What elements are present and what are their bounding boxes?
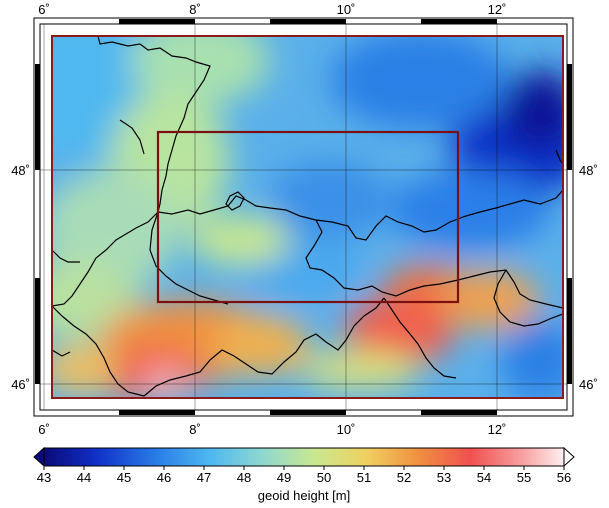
colorbar-tick-label: 49 bbox=[277, 470, 291, 485]
lon-label-8-bottom: 8˚ bbox=[189, 422, 201, 437]
lat-tick-labels-right: 48˚ 46˚ bbox=[579, 163, 598, 392]
lon-label-10-bottom: 10˚ bbox=[337, 422, 356, 437]
colorbar-tick-label: 50 bbox=[317, 470, 331, 485]
colorbar-tick-label: 56 bbox=[557, 470, 571, 485]
frame-checker-right bbox=[567, 64, 572, 384]
frame-checker-bottom bbox=[119, 410, 497, 415]
lon-label-6-top: 6˚ bbox=[38, 2, 50, 17]
lon-label-12-top: 12˚ bbox=[488, 2, 507, 17]
colorbar-gradient bbox=[43, 447, 565, 467]
lat-tick-labels-left: 48˚ 46˚ bbox=[11, 163, 30, 392]
colorbar-title: geoid height [m] bbox=[258, 488, 351, 503]
frame-checker-top bbox=[119, 19, 497, 24]
colorbar-tick-label: 51 bbox=[357, 470, 371, 485]
lat-label-48-right: 48˚ bbox=[579, 163, 598, 178]
colorbar-tick-label: 47 bbox=[197, 470, 211, 485]
graticule bbox=[40, 24, 567, 410]
lon-tick-labels-top: 6˚ 8˚ 10˚ 12˚ bbox=[38, 2, 506, 17]
frame-checker-left bbox=[35, 64, 40, 384]
inner-region-box bbox=[156, 130, 460, 304]
colorbar-tick-label: 48 bbox=[237, 470, 251, 485]
colorbar-tick-label: 54 bbox=[477, 470, 491, 485]
country-boundaries bbox=[52, 36, 563, 397]
outer-region-box bbox=[51, 35, 564, 399]
colorbar-tick-label: 52 bbox=[397, 470, 411, 485]
colorbar-high-arrow bbox=[563, 446, 575, 468]
colorbar-tick-label: 44 bbox=[77, 470, 91, 485]
colorbar-tick-label: 45 bbox=[117, 470, 131, 485]
lon-label-8-top: 8˚ bbox=[189, 2, 201, 17]
colorbar-tick-label: 53 bbox=[437, 470, 451, 485]
lat-label-46-left: 46˚ bbox=[11, 377, 30, 392]
geoid-heatmap bbox=[52, 36, 563, 398]
lon-label-10-top: 10˚ bbox=[337, 2, 356, 17]
lon-label-6-bottom: 6˚ bbox=[38, 422, 50, 437]
colorbar-tick-label: 55 bbox=[517, 470, 531, 485]
colorbar-tick-label: 43 bbox=[37, 470, 51, 485]
lon-tick-labels-bottom: 6˚ 8˚ 10˚ 12˚ bbox=[38, 422, 506, 437]
colorbar-tick-label: 46 bbox=[157, 470, 171, 485]
colorbar-ticks: 43 44 45 46 47 48 49 50 51 52 53 54 55 56 bbox=[37, 466, 571, 485]
colorbar-low-arrow bbox=[33, 446, 45, 468]
lat-label-48-left: 48˚ bbox=[11, 163, 30, 178]
lon-label-12-bottom: 12˚ bbox=[488, 422, 507, 437]
colorbar: 43 44 45 46 47 48 49 50 51 52 53 54 55 56 geoid heigh… bbox=[33, 446, 575, 503]
lat-label-46-right: 46˚ bbox=[579, 377, 598, 392]
